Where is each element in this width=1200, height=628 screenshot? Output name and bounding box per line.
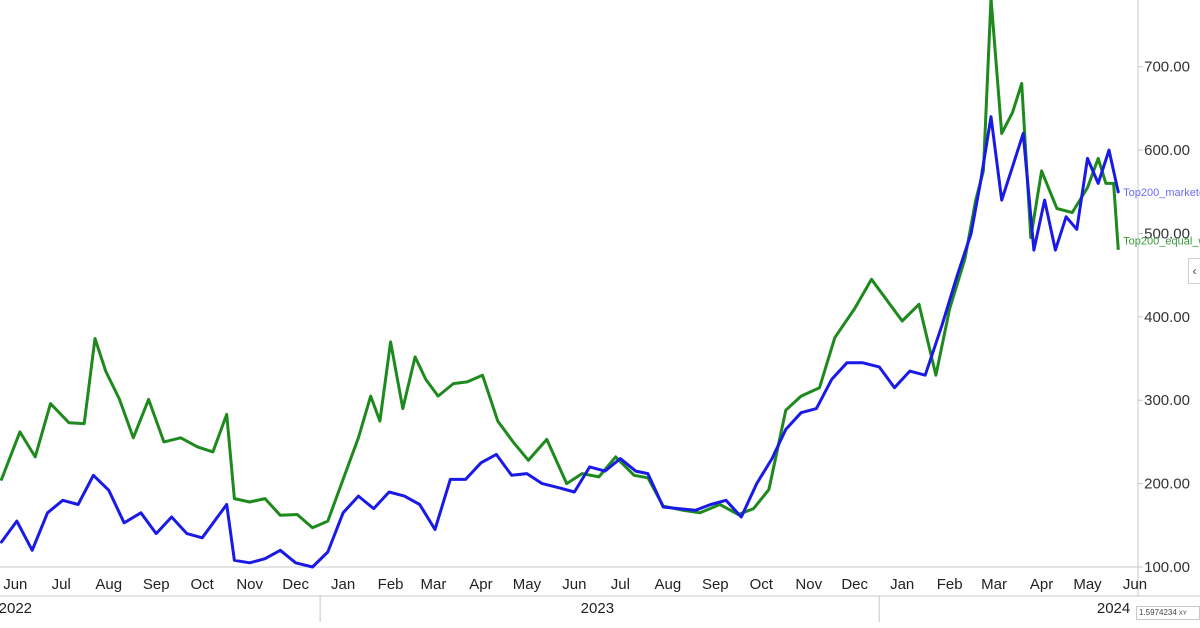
y-tick-label: 300.00 xyxy=(1144,392,1190,409)
series-labels-layer: Top200_equal_weight_rebalanced_ Top200_ma… xyxy=(1123,187,1200,248)
x-tick-label: Jun xyxy=(3,576,27,593)
x-tick-label: May xyxy=(513,576,542,593)
series-line xyxy=(0,0,1120,530)
y-tick-label: 100.00 xyxy=(1144,559,1190,576)
series-end-point xyxy=(1116,190,1120,194)
y-tick-label: 200.00 xyxy=(1144,476,1190,493)
x-tick-label: Feb xyxy=(937,576,963,593)
x-tick-label: Mar xyxy=(421,576,447,593)
x-tick-label: Nov xyxy=(795,576,822,593)
year-label: 2023 xyxy=(581,600,614,617)
x-tick-label: Nov xyxy=(236,576,263,593)
x-tick-label: May xyxy=(1073,576,1102,593)
series-label: Top200_marketcap_rebalanced_qu xyxy=(1123,187,1200,199)
x-tick-label: Aug xyxy=(95,576,122,593)
readout-value: 1.5974234 xyxy=(1139,608,1177,617)
series-label: Top200_equal_weight_rebalanced_ xyxy=(1123,235,1200,247)
x-tick-label: Mar xyxy=(981,576,1007,593)
x-tick-label: Aug xyxy=(654,576,681,593)
x-tick-label: Jan xyxy=(890,576,914,593)
x-tick-label: Oct xyxy=(750,576,774,593)
year-label: 2022 xyxy=(0,600,32,617)
x-tick-label: Jan xyxy=(331,576,355,593)
x-tick-label: Dec xyxy=(841,576,868,593)
x-tick-label: Sep xyxy=(143,576,170,593)
series-line xyxy=(0,115,1120,569)
x-tick-label: Apr xyxy=(469,576,492,593)
coordinate-readout: 1.5974234 XY xyxy=(1136,606,1200,620)
x-tick-label: Dec xyxy=(282,576,309,593)
readout-mode: XY xyxy=(1178,611,1187,617)
x-tick-label: Sep xyxy=(702,576,729,593)
x-tick-label: Jun xyxy=(562,576,586,593)
y-tick-label: 600.00 xyxy=(1144,142,1190,159)
series-end-point xyxy=(1116,246,1120,250)
x-tick-label: Apr xyxy=(1030,576,1053,593)
y-tick-label: 500.00 xyxy=(1144,225,1190,242)
series-layer xyxy=(0,0,1120,569)
x-tick-label: Jul xyxy=(611,576,630,593)
y-tick-label: 400.00 xyxy=(1144,309,1190,326)
chevron-left-icon[interactable]: ‹ xyxy=(1188,258,1200,284)
year-label: 2024 xyxy=(1097,600,1130,617)
y-tick-label: 700.00 xyxy=(1144,59,1190,76)
x-tick-label: Jun xyxy=(1123,576,1147,593)
x-tick-label: Oct xyxy=(191,576,215,593)
x-tick-label: Feb xyxy=(378,576,404,593)
x-tick-label: Jul xyxy=(52,576,71,593)
